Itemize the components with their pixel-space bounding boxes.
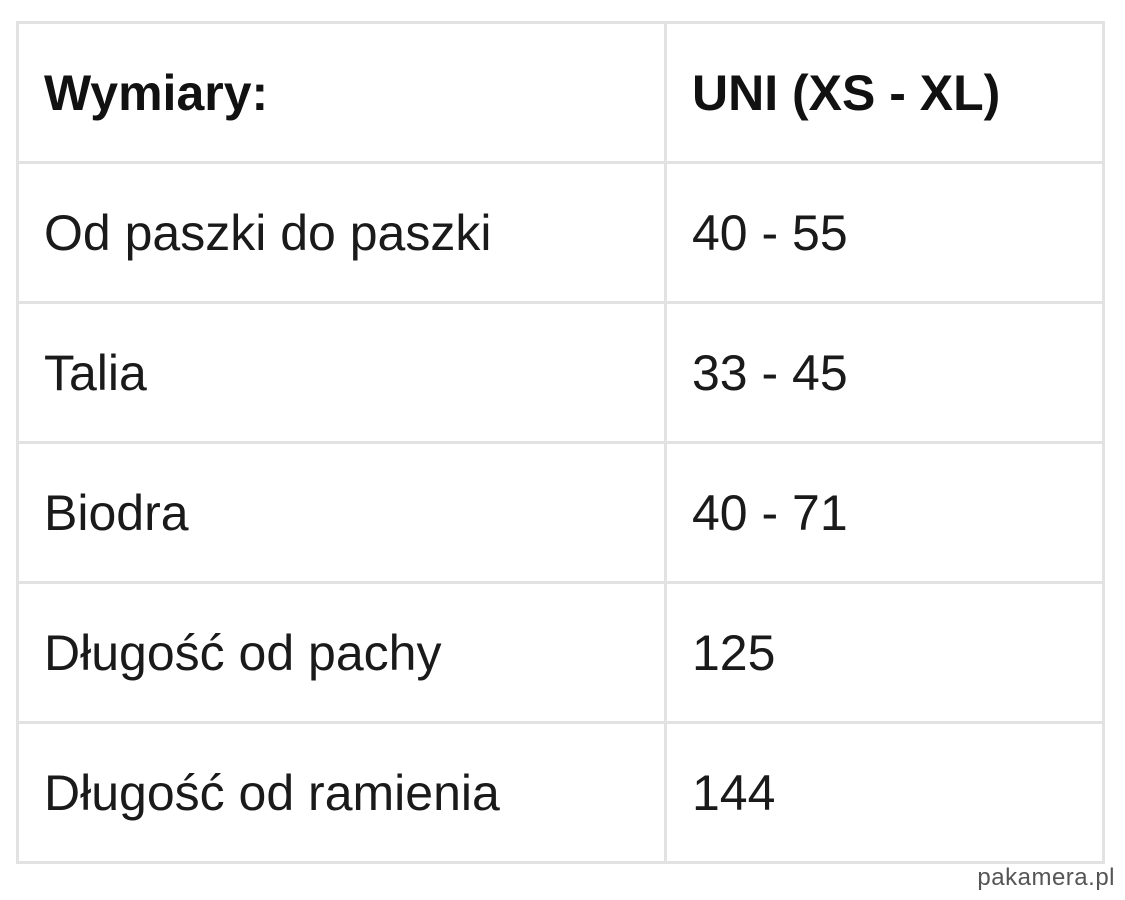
watermark: pakamera.pl	[977, 864, 1115, 891]
table-row: Od paszki do paszki 40 - 55	[16, 161, 1105, 304]
measure-label: Długość od pachy	[16, 581, 667, 724]
header-cell: Wymiary:	[16, 21, 667, 164]
header-cell: UNI (XS - XL)	[664, 21, 1105, 164]
size-table: Wymiary: UNI (XS - XL) Od paszki do pasz…	[16, 21, 1105, 864]
measure-label: Talia	[16, 301, 667, 444]
table-row: Biodra 40 - 71	[16, 441, 1105, 584]
table-row: Długość od pachy 125	[16, 581, 1105, 724]
measure-label: Długość od ramienia	[16, 721, 667, 864]
measure-value: 40 - 71	[664, 441, 1105, 584]
measure-label: Biodra	[16, 441, 667, 584]
table-row: Talia 33 - 45	[16, 301, 1105, 444]
table-header-row: Wymiary: UNI (XS - XL)	[16, 21, 1105, 164]
measure-label: Od paszki do paszki	[16, 161, 667, 304]
measure-value: 125	[664, 581, 1105, 724]
table-row: Długość od ramienia 144	[16, 721, 1105, 864]
measure-value: 144	[664, 721, 1105, 864]
measure-value: 40 - 55	[664, 161, 1105, 304]
measure-value: 33 - 45	[664, 301, 1105, 444]
